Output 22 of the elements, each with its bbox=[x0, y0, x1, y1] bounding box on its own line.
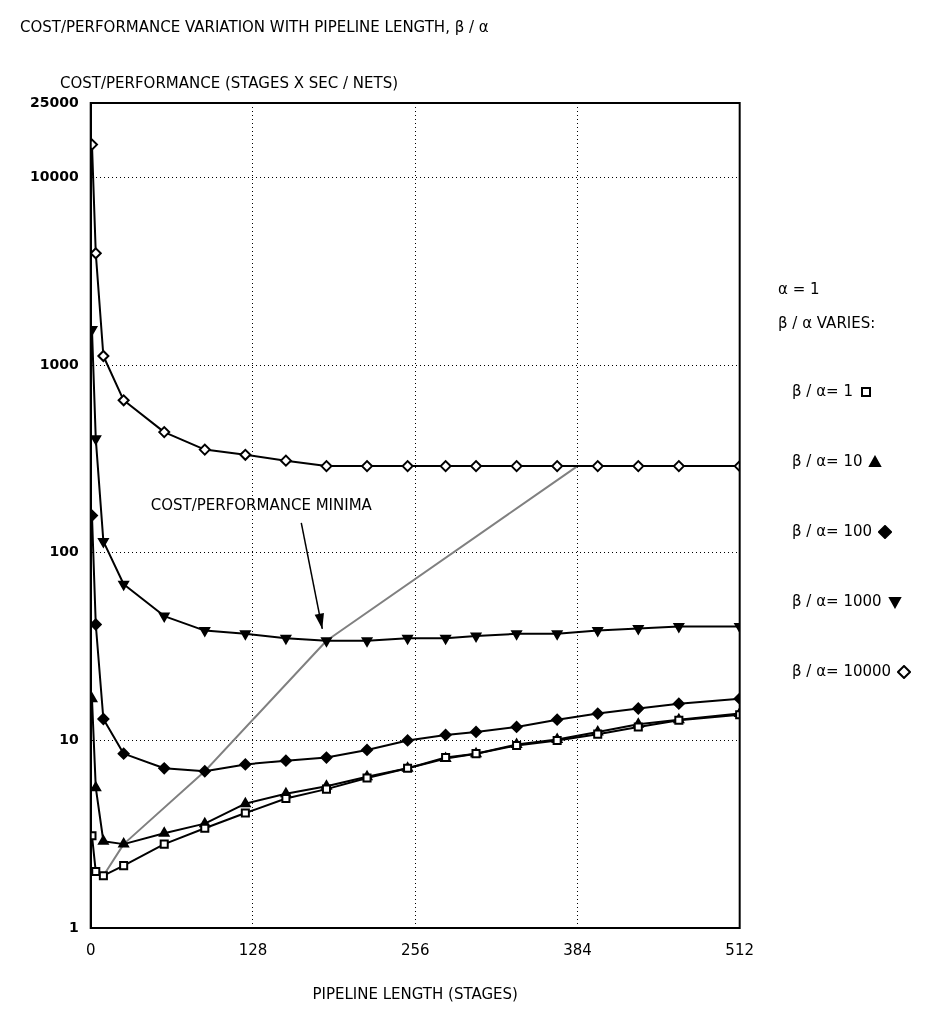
x-tick-label: 384 bbox=[563, 940, 592, 959]
x-tick-label: 256 bbox=[400, 940, 430, 959]
y-tick-label: 25000 bbox=[29, 93, 79, 110]
x-tick-label: 512 bbox=[725, 940, 755, 959]
text: β / α VARIES: bbox=[778, 314, 877, 332]
y-axis-title: COST/PERFORMANCE (STAGES X SEC / NETS) bbox=[60, 74, 399, 92]
legend-label: β / α= 1000 bbox=[792, 592, 882, 610]
y-tick-label: 10 bbox=[59, 731, 79, 748]
y-tick-label: 1 bbox=[68, 918, 79, 935]
y-tick-label: 1000 bbox=[39, 355, 79, 372]
legend-label: β / α= 1 bbox=[792, 382, 853, 400]
x-tick-label: 128 bbox=[238, 940, 268, 959]
chart-title: COST/PERFORMANCE VARIATION WITH PIPELINE LENGTH, β / α bbox=[20, 18, 489, 36]
x-tick-label: 0 bbox=[85, 940, 96, 959]
y-tick-label: 100 bbox=[49, 543, 79, 560]
legend-title: α = 1 bbox=[778, 280, 821, 298]
x-axis-title: PIPELINE LENGTH (STAGES) bbox=[312, 984, 518, 1003]
y-tick-label: 10000 bbox=[29, 168, 79, 185]
legend-label: β / α= 10 bbox=[792, 452, 863, 470]
legend-label: β / α= 10000 bbox=[792, 662, 892, 680]
legend-label: β / α= 100 bbox=[792, 522, 873, 540]
annotation: COST/PERFORMANCE MINIMA bbox=[150, 495, 373, 514]
